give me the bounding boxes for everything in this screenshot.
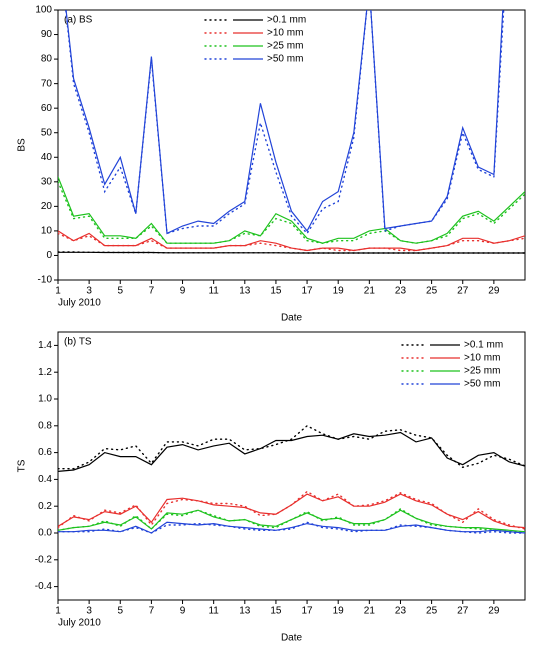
y-tick-label: 20	[41, 201, 53, 212]
x-tick-label: 19	[333, 286, 345, 297]
legend-label: >0.1 mm	[267, 15, 306, 26]
x-tick-label: 7	[149, 286, 155, 297]
legend-label: >10 mm	[267, 28, 303, 39]
y-tick-label: 40	[41, 152, 53, 163]
y-axis-label: BS	[17, 138, 28, 152]
x-tick-label: 17	[302, 606, 314, 617]
y-tick-label: 0	[46, 250, 52, 261]
x-tick-label: 13	[239, 606, 251, 617]
panel-title: (b) TS	[64, 337, 92, 348]
x-tick-label: 15	[270, 606, 282, 617]
x-tick-label: 25	[426, 606, 438, 617]
series-line	[65, 10, 504, 235]
y-tick-label: 60	[41, 103, 53, 114]
plot-frame	[57, 9, 526, 281]
y-tick-label: 50	[41, 127, 53, 138]
x-tick-label: 13	[239, 286, 251, 297]
y-tick-label: 1.0	[38, 394, 52, 405]
x-axis-label: Date	[281, 313, 303, 324]
x-tick-label: 19	[333, 606, 345, 617]
x-tick-label: 25	[426, 286, 438, 297]
y-tick-label: -0.2	[35, 554, 53, 565]
x-tick-label: 5	[117, 286, 123, 297]
series-line	[58, 493, 525, 529]
series-line	[58, 176, 525, 244]
y-tick-label: 1.2	[38, 367, 52, 378]
y-tick-label: 0.6	[38, 447, 52, 458]
y-tick-label: 90	[41, 29, 53, 40]
series-dotted-line	[65, 10, 505, 235]
panel: -0.4-0.20.00.20.40.60.81.01.21.41 3 5 7 9 11 1…	[17, 331, 526, 644]
x-tick-label: 29	[488, 606, 500, 617]
x-tick-label: 7	[149, 606, 155, 617]
series-line	[58, 509, 525, 533]
x-tick-label: 21	[364, 606, 376, 617]
panel-title: (a) BS	[64, 15, 93, 26]
x-tick-label: 15	[270, 286, 282, 297]
series-line	[58, 431, 525, 472]
legend-label: >50 mm	[267, 54, 303, 65]
series-line	[58, 230, 525, 252]
x-tick-label: 1	[55, 286, 61, 297]
legend-label: >10 mm	[464, 353, 500, 364]
y-tick-label: 0.8	[38, 420, 52, 431]
y-tick-label: 0.0	[38, 528, 52, 539]
plot-area	[58, 424, 525, 534]
x-tick-label: 3	[86, 286, 92, 297]
y-tick-label: 80	[41, 54, 53, 65]
plot-area	[58, 10, 525, 254]
y-tick-label: 1.4	[38, 340, 52, 351]
x-tick-label: 5	[117, 606, 123, 617]
series-line	[58, 251, 525, 254]
x-tick-label: 23	[395, 286, 407, 297]
legend-label: >0.1 mm	[464, 340, 503, 351]
x-axis-label: Date	[281, 633, 303, 644]
x-tick-label: 29	[488, 286, 500, 297]
y-tick-label: 0.4	[38, 474, 52, 485]
y-axis-label: TS	[17, 459, 28, 472]
annotation: July 2010	[58, 618, 101, 629]
legend-label: >25 mm	[464, 366, 500, 377]
x-tick-label: 23	[395, 606, 407, 617]
plot-frame	[57, 331, 526, 601]
legend-label: >50 mm	[464, 379, 500, 390]
series-line	[58, 521, 525, 534]
x-tick-label: 1	[55, 606, 61, 617]
x-tick-label: 3	[86, 606, 92, 617]
x-tick-label: 21	[364, 286, 376, 297]
series-dotted-line	[58, 424, 525, 470]
y-tick-label: 10	[41, 226, 53, 237]
series-dotted-line	[58, 181, 525, 244]
y-tick-label: 0.2	[38, 501, 52, 512]
legend-label: >25 mm	[267, 41, 303, 52]
x-tick-label: 9	[180, 286, 186, 297]
x-tick-label: 11	[208, 606, 219, 617]
y-tick-label: 30	[41, 176, 53, 187]
y-tick-label: -0.4	[35, 581, 53, 592]
y-tick-label: 70	[41, 78, 53, 89]
x-tick-label: 27	[457, 606, 469, 617]
annotation: July 2010	[58, 298, 101, 309]
x-tick-label: 11	[208, 286, 219, 297]
x-tick-label: 17	[302, 286, 314, 297]
x-tick-label: 27	[457, 286, 469, 297]
y-tick-label: 100	[35, 5, 52, 16]
y-tick-label: -10	[38, 275, 53, 286]
x-tick-label: 9	[180, 606, 186, 617]
